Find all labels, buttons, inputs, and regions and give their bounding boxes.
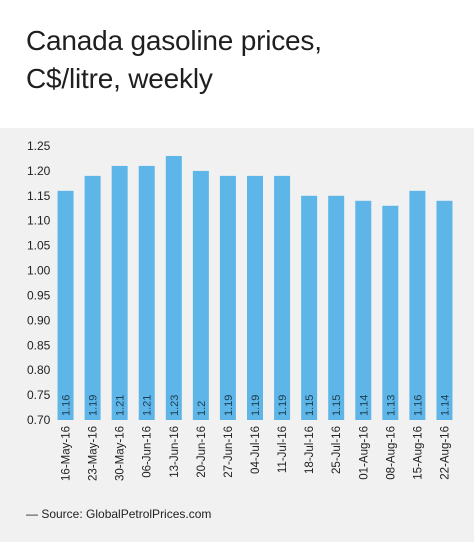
x-tick-label: 06-Jun-16 (142, 426, 154, 478)
x-tick-label: 23-May-16 (88, 426, 100, 481)
y-tick-label: 0.85 (27, 338, 51, 352)
x-tick-label: 18-Jul-16 (304, 426, 316, 474)
data-label: 1.21 (142, 395, 154, 416)
bar (274, 175, 291, 420)
bar (436, 200, 453, 420)
x-tick-label: 30-May-16 (115, 426, 127, 481)
bar (301, 195, 318, 420)
x-tick-label: 20-Jun-16 (196, 426, 208, 478)
x-tick-label: 11-Jul-16 (277, 426, 289, 473)
data-label: 1.13 (385, 395, 397, 416)
data-label: 1.15 (304, 395, 316, 416)
bar (111, 165, 128, 420)
y-tick-label: 1.25 (27, 139, 51, 153)
y-tick-label: 1.05 (27, 239, 51, 253)
x-tick-label: 27-Jun-16 (223, 426, 235, 478)
chart-title: Canada gasoline prices, C$/litre, weekly (26, 22, 456, 98)
y-tick-label: 0.90 (27, 313, 51, 327)
y-tick-label: 1.15 (27, 189, 51, 203)
y-tick-label: 1.10 (27, 214, 51, 228)
data-label: 1.2 (196, 401, 208, 416)
x-tick-label: 22-Aug-16 (439, 426, 451, 480)
data-label: 1.14 (358, 395, 370, 416)
y-tick-label: 0.95 (27, 288, 51, 302)
bar (328, 195, 345, 420)
bar (138, 165, 155, 420)
chart-title-line-2: C$/litre, weekly (26, 63, 213, 94)
data-label: 1.16 (412, 395, 424, 416)
bar (355, 200, 372, 420)
data-label: 1.16 (61, 395, 73, 416)
data-label: 1.19 (88, 395, 100, 416)
y-tick-label: 1.00 (27, 264, 51, 278)
bar (192, 170, 209, 420)
x-tick-label: 08-Aug-16 (385, 426, 397, 480)
y-tick-label: 0.80 (27, 363, 51, 377)
y-tick-label: 0.75 (27, 388, 51, 402)
bar (219, 175, 236, 420)
data-label: 1.23 (169, 395, 181, 416)
bar (84, 175, 101, 420)
bar (247, 175, 263, 420)
chart-title-line-1: Canada gasoline prices, (26, 25, 322, 56)
data-label: 1.14 (439, 395, 451, 416)
y-tick-label: 1.20 (27, 164, 51, 178)
x-tick-label: 16-May-16 (61, 426, 73, 481)
y-tick-label: 0.70 (27, 413, 51, 427)
data-label: 1.19 (250, 395, 262, 416)
bar (57, 190, 74, 420)
data-label: 1.19 (223, 395, 235, 416)
data-label: 1.21 (115, 395, 127, 416)
x-tick-label: 15-Aug-16 (412, 426, 424, 480)
source-note: — Source: GlobalPetrolPrices.com (26, 507, 212, 521)
data-label: 1.15 (331, 395, 343, 416)
data-label: 1.19 (277, 395, 289, 416)
x-tick-label: 01-Aug-16 (358, 426, 370, 480)
bar (409, 190, 426, 420)
x-tick-label: 25-Jul-16 (331, 426, 343, 474)
bar (382, 205, 399, 420)
bar (165, 155, 182, 421)
x-tick-label: 04-Jul-16 (250, 426, 262, 474)
x-tick-label: 13-Jun-16 (169, 426, 181, 478)
